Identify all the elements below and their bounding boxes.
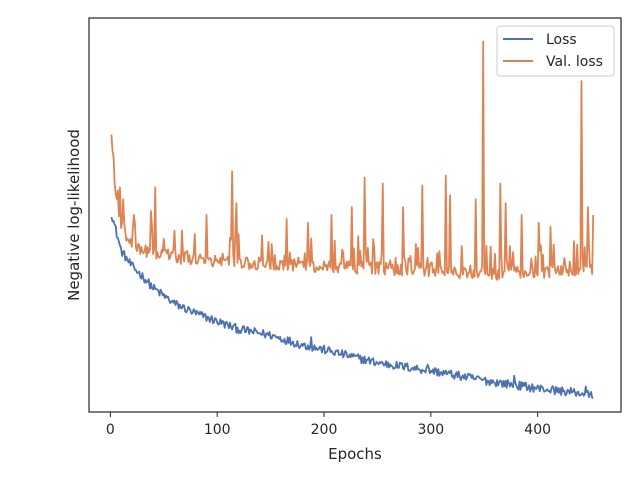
x-tick-label: 100 [204, 422, 231, 438]
x-axis-label: Epochs [328, 445, 382, 463]
x-tick-label: 400 [524, 422, 551, 438]
legend: Loss Val. loss [496, 25, 615, 77]
series-line-val-loss [110, 40, 595, 281]
legend-label-loss: Loss [546, 32, 577, 48]
legend-label-val-loss: Val. loss [546, 54, 603, 70]
series-lines [110, 40, 595, 399]
x-tick-label: 300 [417, 422, 444, 438]
x-axis-ticks: 0 100 200 300 400 [106, 412, 551, 438]
plot-frame [88, 17, 622, 413]
x-tick-label: 0 [106, 422, 115, 438]
y-axis-label: Negative log-likelihood [65, 129, 83, 301]
series-line-loss [110, 216, 594, 399]
x-tick-label: 200 [311, 422, 338, 438]
